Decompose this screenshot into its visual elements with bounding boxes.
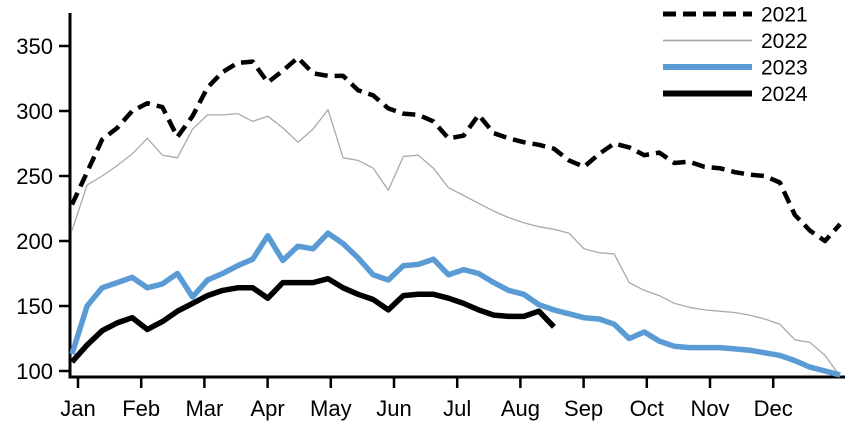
x-tick-label-jul: Jul bbox=[443, 396, 471, 421]
y-tick-label-350: 350 bbox=[16, 34, 53, 59]
legend-label-2022: 2022 bbox=[761, 30, 808, 53]
legend-label-2021: 2021 bbox=[761, 4, 808, 27]
y-tick-label-100: 100 bbox=[16, 359, 53, 384]
legend-label-2024: 2024 bbox=[761, 83, 808, 106]
x-tick-label-nov: Nov bbox=[690, 396, 729, 421]
y-tick-label-300: 300 bbox=[16, 99, 53, 124]
legend-label-2023: 2023 bbox=[761, 57, 808, 80]
series-line-2024 bbox=[69, 275, 556, 364]
x-tick-label-mar: Mar bbox=[185, 396, 223, 421]
series-line-2021 bbox=[69, 55, 842, 244]
x-tick-label-jun: Jun bbox=[376, 396, 411, 421]
x-tick-label-aug: Aug bbox=[501, 396, 540, 421]
x-tick-label-oct: Oct bbox=[630, 396, 664, 421]
x-tick-label-feb: Feb bbox=[122, 396, 160, 421]
x-tick-label-apr: Apr bbox=[250, 396, 284, 421]
y-tick-label-250: 250 bbox=[16, 164, 53, 189]
y-tick-label-200: 200 bbox=[16, 229, 53, 254]
y-tick-label-150: 150 bbox=[16, 294, 53, 319]
x-tick-label-dec: Dec bbox=[754, 396, 793, 421]
x-tick-label-may: May bbox=[310, 396, 352, 421]
series-line-2023 bbox=[69, 230, 841, 378]
x-tick-label-sep: Sep bbox=[564, 396, 603, 421]
series-line-2022 bbox=[71, 109, 841, 377]
x-tick-label-jan: Jan bbox=[60, 396, 95, 421]
